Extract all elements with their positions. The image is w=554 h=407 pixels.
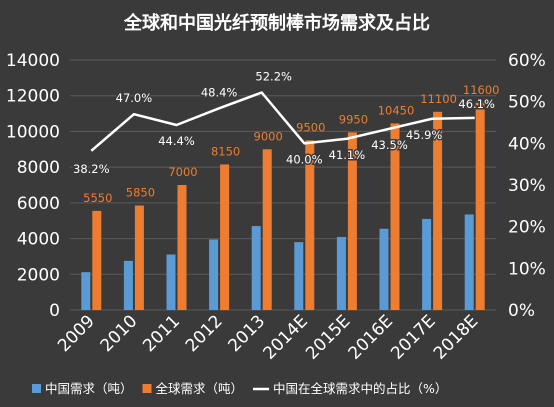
global-demand-value-label: 5850 (126, 186, 155, 200)
y-tick-label: 4000 (17, 230, 60, 250)
x-tick-label: 2017E (387, 311, 439, 363)
bars (81, 102, 485, 311)
global-demand-bar (262, 149, 272, 310)
china-demand-bar (251, 226, 261, 310)
y2-tick-label: 0% (508, 301, 535, 321)
global-demand-value-label: 9000 (254, 129, 283, 143)
y2-tick-label: 50% (508, 93, 546, 113)
y2-tick-label: 10% (508, 259, 546, 279)
legend-label: 中国在全球需求中的占比（%） (273, 381, 447, 396)
china-demand-bar (123, 260, 133, 310)
y-tick-label: 6000 (17, 194, 60, 214)
legend-swatch (142, 384, 152, 393)
y-tick-label: 12000 (6, 87, 60, 107)
global-demand-bar (92, 210, 102, 310)
global-demand-value-label: 9950 (339, 112, 368, 126)
data-labels: 5550 5850 7000 8150 9000 9500 9950 10450 11100 11… (72, 68, 500, 205)
x-tick-label: 2016E (345, 311, 397, 363)
share-value-label: 48.4% (201, 85, 238, 99)
global-demand-bar (305, 140, 315, 310)
global-demand-bar (433, 111, 443, 311)
china-demand-bar (422, 218, 432, 310)
share-value-label: 40.0% (286, 152, 323, 166)
y2-tick-label: 30% (508, 176, 546, 196)
global-demand-value-label: 8150 (211, 144, 240, 158)
y-tick-label: 14000 (6, 51, 60, 71)
x-tick-label: 2012 (182, 311, 227, 356)
china-demand-bar (166, 254, 176, 310)
global-demand-value-label: 5550 (83, 191, 112, 205)
china-demand-bar (209, 239, 219, 310)
y-tick-label: 0 (49, 301, 60, 321)
x-tick-label: 2011 (139, 311, 184, 356)
share-line (90, 91, 475, 152)
share-value-label: 46.1% (458, 97, 495, 111)
china-demand-bar (294, 242, 304, 310)
global-demand-value-label: 11600 (463, 83, 500, 97)
x-tick-label: 2010 (97, 311, 142, 356)
chart-title: 全球和中国光纤预制棒市场需求及占比 (123, 12, 430, 34)
global-demand-value-label: 7000 (168, 165, 197, 179)
share-value-label: 47.0% (116, 91, 153, 105)
legend-swatch (32, 384, 41, 393)
share-value-label: 38.2% (73, 162, 110, 176)
global-demand-value-label: 11100 (420, 92, 457, 106)
x-tick-label: 2015E (302, 311, 354, 363)
legend[interactable]: 中国需求（吨） 全球需求（吨） 中国在全球需求中的占比（%） (32, 381, 447, 396)
share-value-label: 43.5% (371, 138, 408, 152)
china-demand-bar (81, 272, 91, 310)
x-tick-label: 2009 (54, 311, 99, 356)
x-tick-label: 2014E (259, 311, 311, 363)
legend-label: 中国需求（吨） (45, 381, 133, 396)
global-demand-value-label: 9500 (296, 120, 325, 134)
china-demand-bar (379, 228, 389, 310)
global-demand-bar (390, 123, 400, 311)
share-value-label: 44.4% (158, 134, 195, 148)
china-demand-bar (464, 214, 474, 310)
share-value-label: 52.2% (255, 70, 292, 84)
global-demand-bar (177, 185, 187, 310)
share-value-label: 41.1% (329, 148, 366, 162)
y2-tick-label: 40% (508, 134, 546, 154)
y2-tick-label: 20% (508, 218, 546, 238)
y-tick-label: 2000 (17, 265, 60, 285)
global-demand-bar (475, 102, 485, 310)
global-demand-bar (134, 205, 144, 310)
global-demand-value-label: 10450 (378, 103, 415, 117)
share-line-path (90, 91, 475, 152)
global-demand-bar (347, 132, 357, 310)
legend-label: 全球需求（吨） (156, 381, 244, 396)
global-demand-bar (220, 164, 230, 310)
share-value-label: 45.9% (406, 128, 443, 142)
y-tick-label: 8000 (17, 158, 60, 178)
china-demand-bar (336, 236, 346, 310)
y-tick-label: 10000 (6, 122, 60, 142)
x-tick-label: 2018E (430, 311, 482, 363)
y2-tick-label: 60% (508, 51, 546, 71)
